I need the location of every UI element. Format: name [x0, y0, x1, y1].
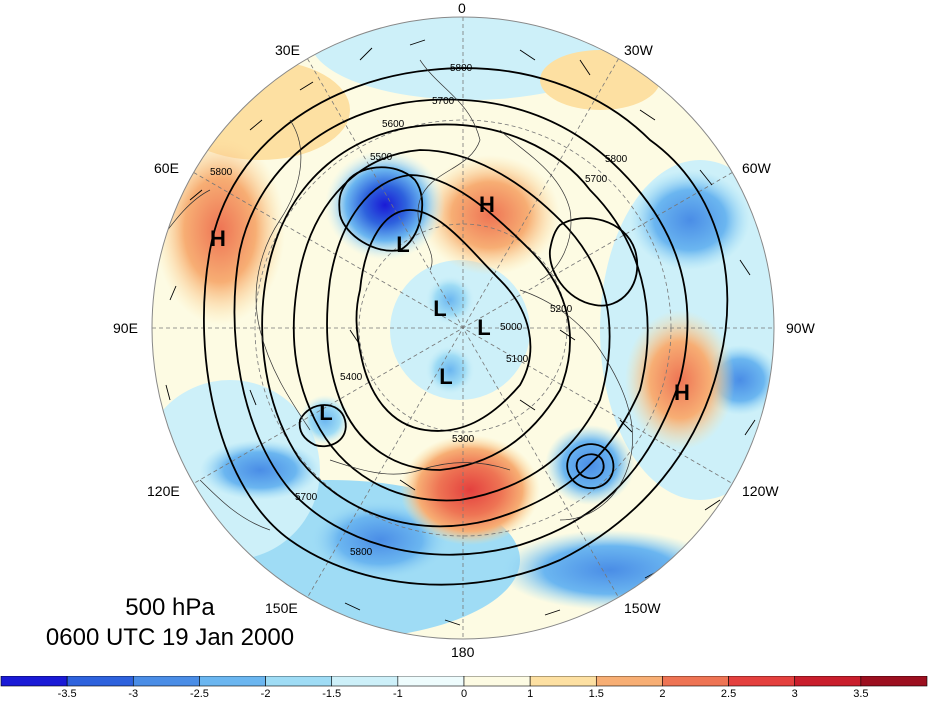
- contour-label: 5700: [585, 174, 608, 185]
- colorbar-tick-label: -3.5: [57, 688, 77, 700]
- longitude-label-120w: 120W: [742, 483, 779, 499]
- longitude-label-90e: 90E: [113, 320, 138, 336]
- longitude-label-0: 0: [458, 0, 466, 16]
- contour-label: 5400: [340, 372, 363, 383]
- colorbar-swatch: [860, 676, 928, 687]
- contour-label: 5700: [432, 96, 455, 107]
- colorbar-swatch: [529, 676, 597, 687]
- contour-label: 5800: [605, 154, 628, 165]
- high-center-label: H: [674, 380, 690, 405]
- colorbar-swatch: [132, 676, 200, 687]
- colorbar-tick-label: 2: [659, 688, 666, 700]
- colorbar-tick-label: 1: [527, 688, 534, 700]
- low-center-label: L: [439, 364, 452, 389]
- colorbar-swatch: [0, 676, 68, 687]
- longitude-label-120e: 120E: [147, 483, 180, 499]
- graticule: [152, 17, 774, 639]
- longitude-label-150e: 150E: [265, 600, 298, 616]
- longitude-label-30e: 30E: [275, 42, 300, 58]
- colorbar-tick-label: -3: [128, 688, 139, 700]
- low-center-label: L: [433, 296, 446, 321]
- coastlines: [159, 59, 633, 531]
- longitude-label-90w: 90W: [786, 320, 815, 336]
- longitude-label-60w: 60W: [742, 160, 771, 176]
- colorbar-tick-label: 1.5: [588, 688, 604, 700]
- contour-label: 5100: [506, 354, 529, 365]
- low-center-label: L: [477, 315, 490, 340]
- colorbar-tick-label: 2.5: [720, 688, 737, 700]
- contour-label: 5500: [370, 152, 393, 163]
- colorbar-swatch: [331, 676, 399, 687]
- contour-label: 5300: [452, 434, 475, 445]
- longitude-label-30w: 30W: [624, 42, 653, 58]
- height-contours: [203, 67, 729, 586]
- colorbar-swatch: [199, 676, 266, 687]
- longitude-label-150w: 150W: [624, 600, 661, 616]
- colorbar-tick-label: -1: [392, 688, 403, 700]
- map-boundary: [151, 16, 775, 640]
- longitude-label-180: 180: [451, 644, 475, 660]
- colorbar-swatch: [728, 676, 796, 687]
- contour-label: 5800: [450, 63, 473, 74]
- colorbar-tick-label: 3.5: [853, 688, 869, 700]
- colorbar-tick-label: -1.5: [322, 688, 342, 700]
- colorbar-swatch: [265, 676, 333, 687]
- contour-label: 5700: [295, 492, 318, 503]
- colorbar-tick-label: -2.5: [189, 688, 209, 700]
- colorbar-swatch: [662, 676, 729, 687]
- pressure-level-title: 500 hPa: [125, 594, 215, 621]
- colorbar-swatch: [397, 676, 465, 687]
- colorbar-tick-label: 3: [791, 688, 798, 700]
- valid-time-title: 0600 UTC 19 Jan 2000: [45, 624, 295, 651]
- contour-label: 5800: [350, 547, 373, 558]
- contour-label: 5800: [210, 167, 233, 178]
- high-center-label: H: [479, 192, 495, 217]
- colorbar-swatch: [66, 676, 134, 687]
- contour-label: 5600: [382, 119, 405, 130]
- colorbar-swatch: [595, 676, 663, 687]
- contour-label: 5200: [550, 304, 573, 315]
- low-center-label: L: [319, 400, 332, 425]
- contour-label: 5000: [500, 322, 523, 333]
- colorbar-tick-label: -2: [260, 688, 271, 700]
- longitude-label-60e: 60E: [154, 160, 179, 176]
- colorbar-tick-label: 0: [460, 688, 468, 700]
- high-center-label: H: [210, 226, 226, 251]
- colorbar-swatch: [794, 676, 862, 687]
- anomaly-colorbar: [0, 676, 928, 687]
- low-center-label: L: [396, 232, 409, 257]
- colorbar-swatch: [463, 676, 531, 687]
